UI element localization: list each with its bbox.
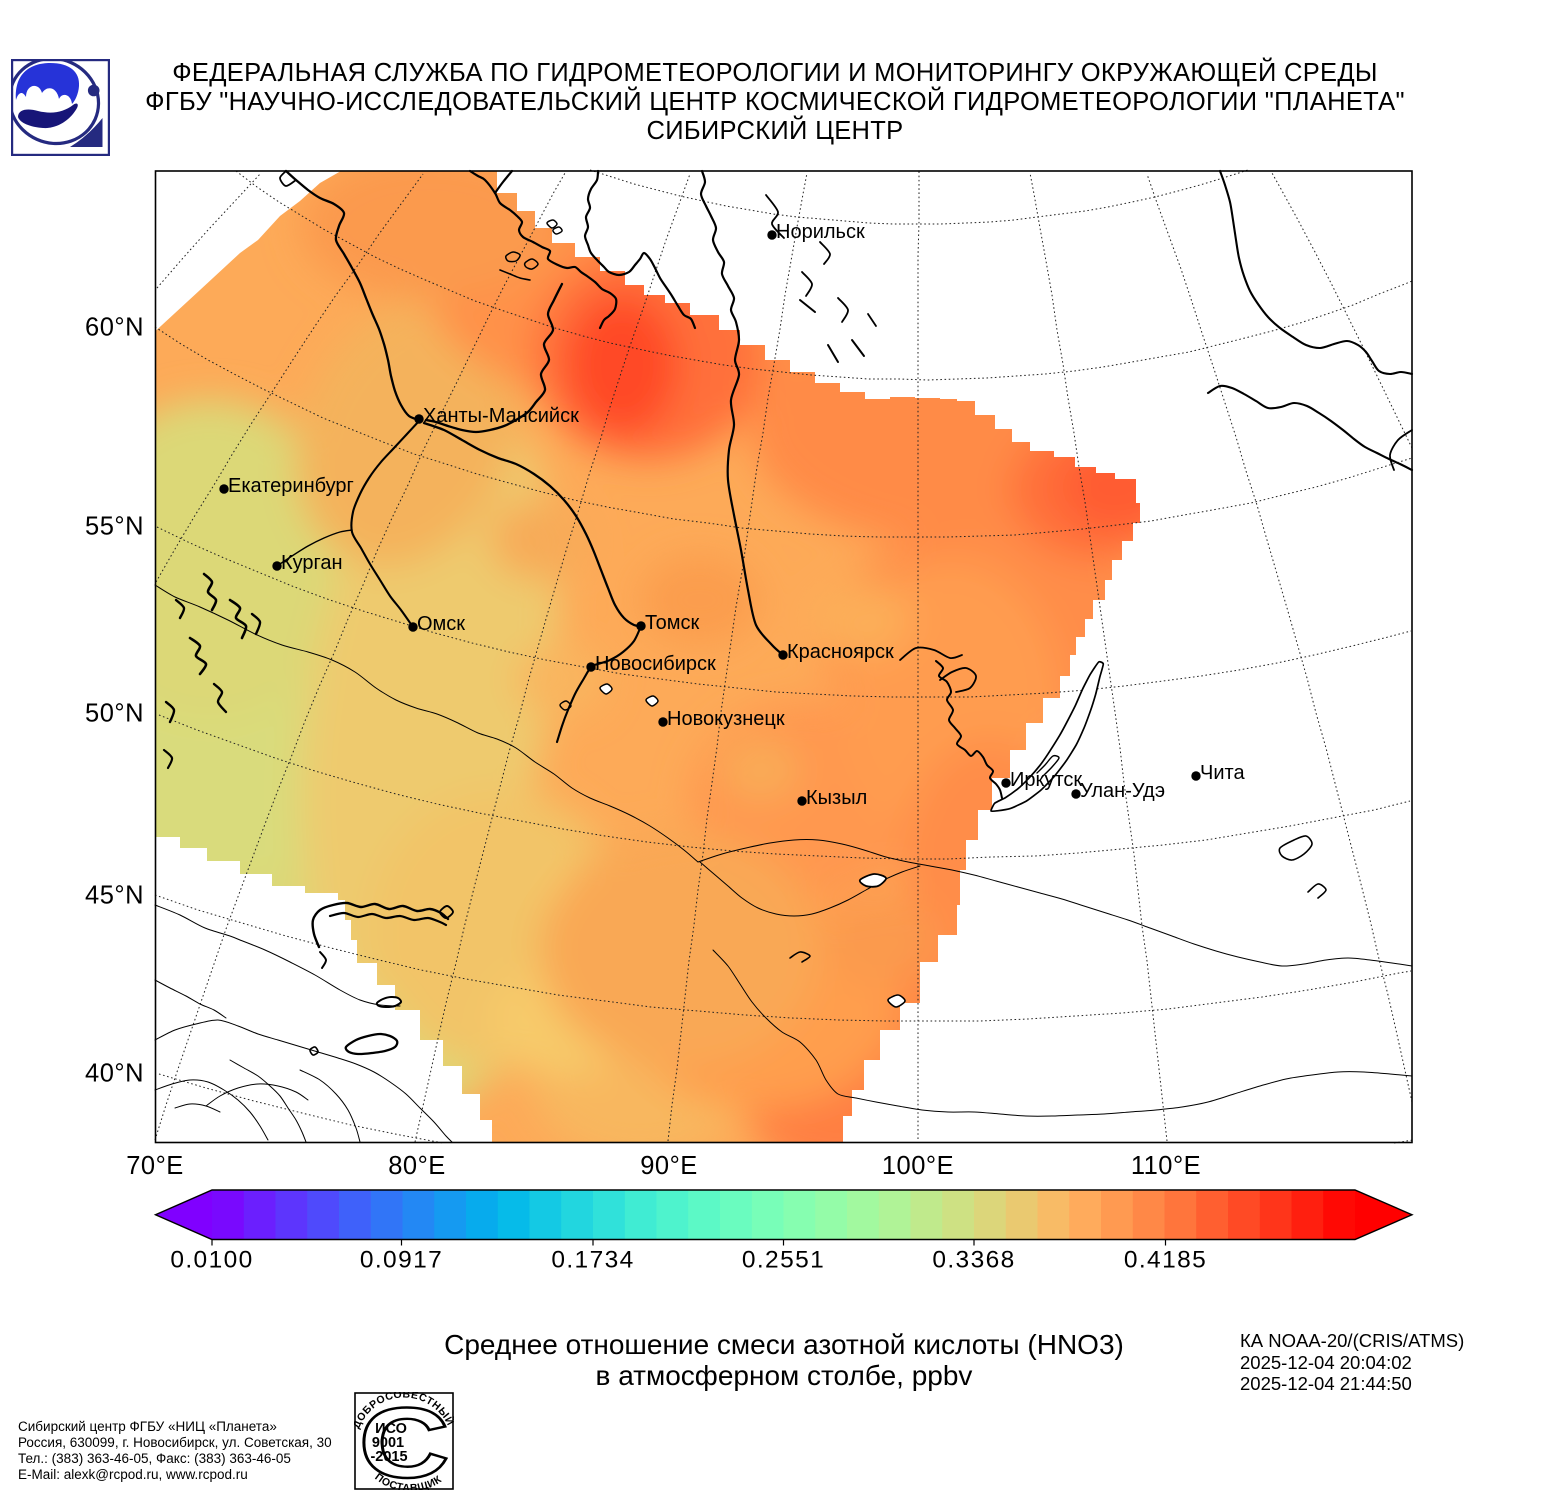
svg-text:60°N: 60°N	[85, 314, 144, 342]
svg-text:100°E: 100°E	[882, 1152, 954, 1180]
svg-text:Кызыл: Кызыл	[806, 787, 867, 809]
svg-text:Красноярск: Красноярск	[787, 641, 894, 663]
svg-text:70°E: 70°E	[126, 1152, 184, 1180]
svg-text:Курган: Курган	[281, 552, 343, 574]
svg-text:Улан-Удэ: Улан-Удэ	[1080, 780, 1165, 802]
svg-text:90°E: 90°E	[640, 1152, 698, 1180]
svg-text:55°N: 55°N	[85, 513, 144, 541]
svg-text:0.4185: 0.4185	[1124, 1247, 1207, 1274]
svg-text:80°E: 80°E	[388, 1152, 446, 1180]
svg-text:Омск: Омск	[417, 613, 465, 635]
svg-text:0.2551: 0.2551	[742, 1247, 825, 1274]
svg-text:40°N: 40°N	[85, 1060, 144, 1088]
svg-text:Екатеринбург: Екатеринбург	[228, 475, 354, 497]
svg-text:0.3368: 0.3368	[932, 1247, 1015, 1274]
svg-text:50°N: 50°N	[85, 700, 144, 728]
svg-text:ИСО: ИСО	[375, 1421, 407, 1437]
svg-text:Иркутск: Иркутск	[1010, 769, 1082, 791]
svg-text:Норильск: Норильск	[776, 221, 865, 243]
svg-text:0.1734: 0.1734	[551, 1247, 634, 1274]
svg-text:С: С	[359, 1392, 450, 1490]
svg-text:Новосибирск: Новосибирск	[595, 653, 716, 675]
svg-text:0.0917: 0.0917	[360, 1247, 443, 1274]
svg-text:Чита: Чита	[1200, 762, 1245, 784]
svg-text:110°E: 110°E	[1131, 1152, 1201, 1180]
svg-text:9001: 9001	[372, 1435, 404, 1451]
svg-text:45°N: 45°N	[85, 882, 144, 910]
svg-text:Новокузнецк: Новокузнецк	[667, 708, 785, 730]
svg-text:Ханты-Мансийск: Ханты-Мансийск	[423, 405, 579, 427]
svg-text:0.0100: 0.0100	[170, 1247, 253, 1274]
svg-text:-2015: -2015	[370, 1449, 407, 1465]
svg-text:Томск: Томск	[645, 612, 700, 634]
